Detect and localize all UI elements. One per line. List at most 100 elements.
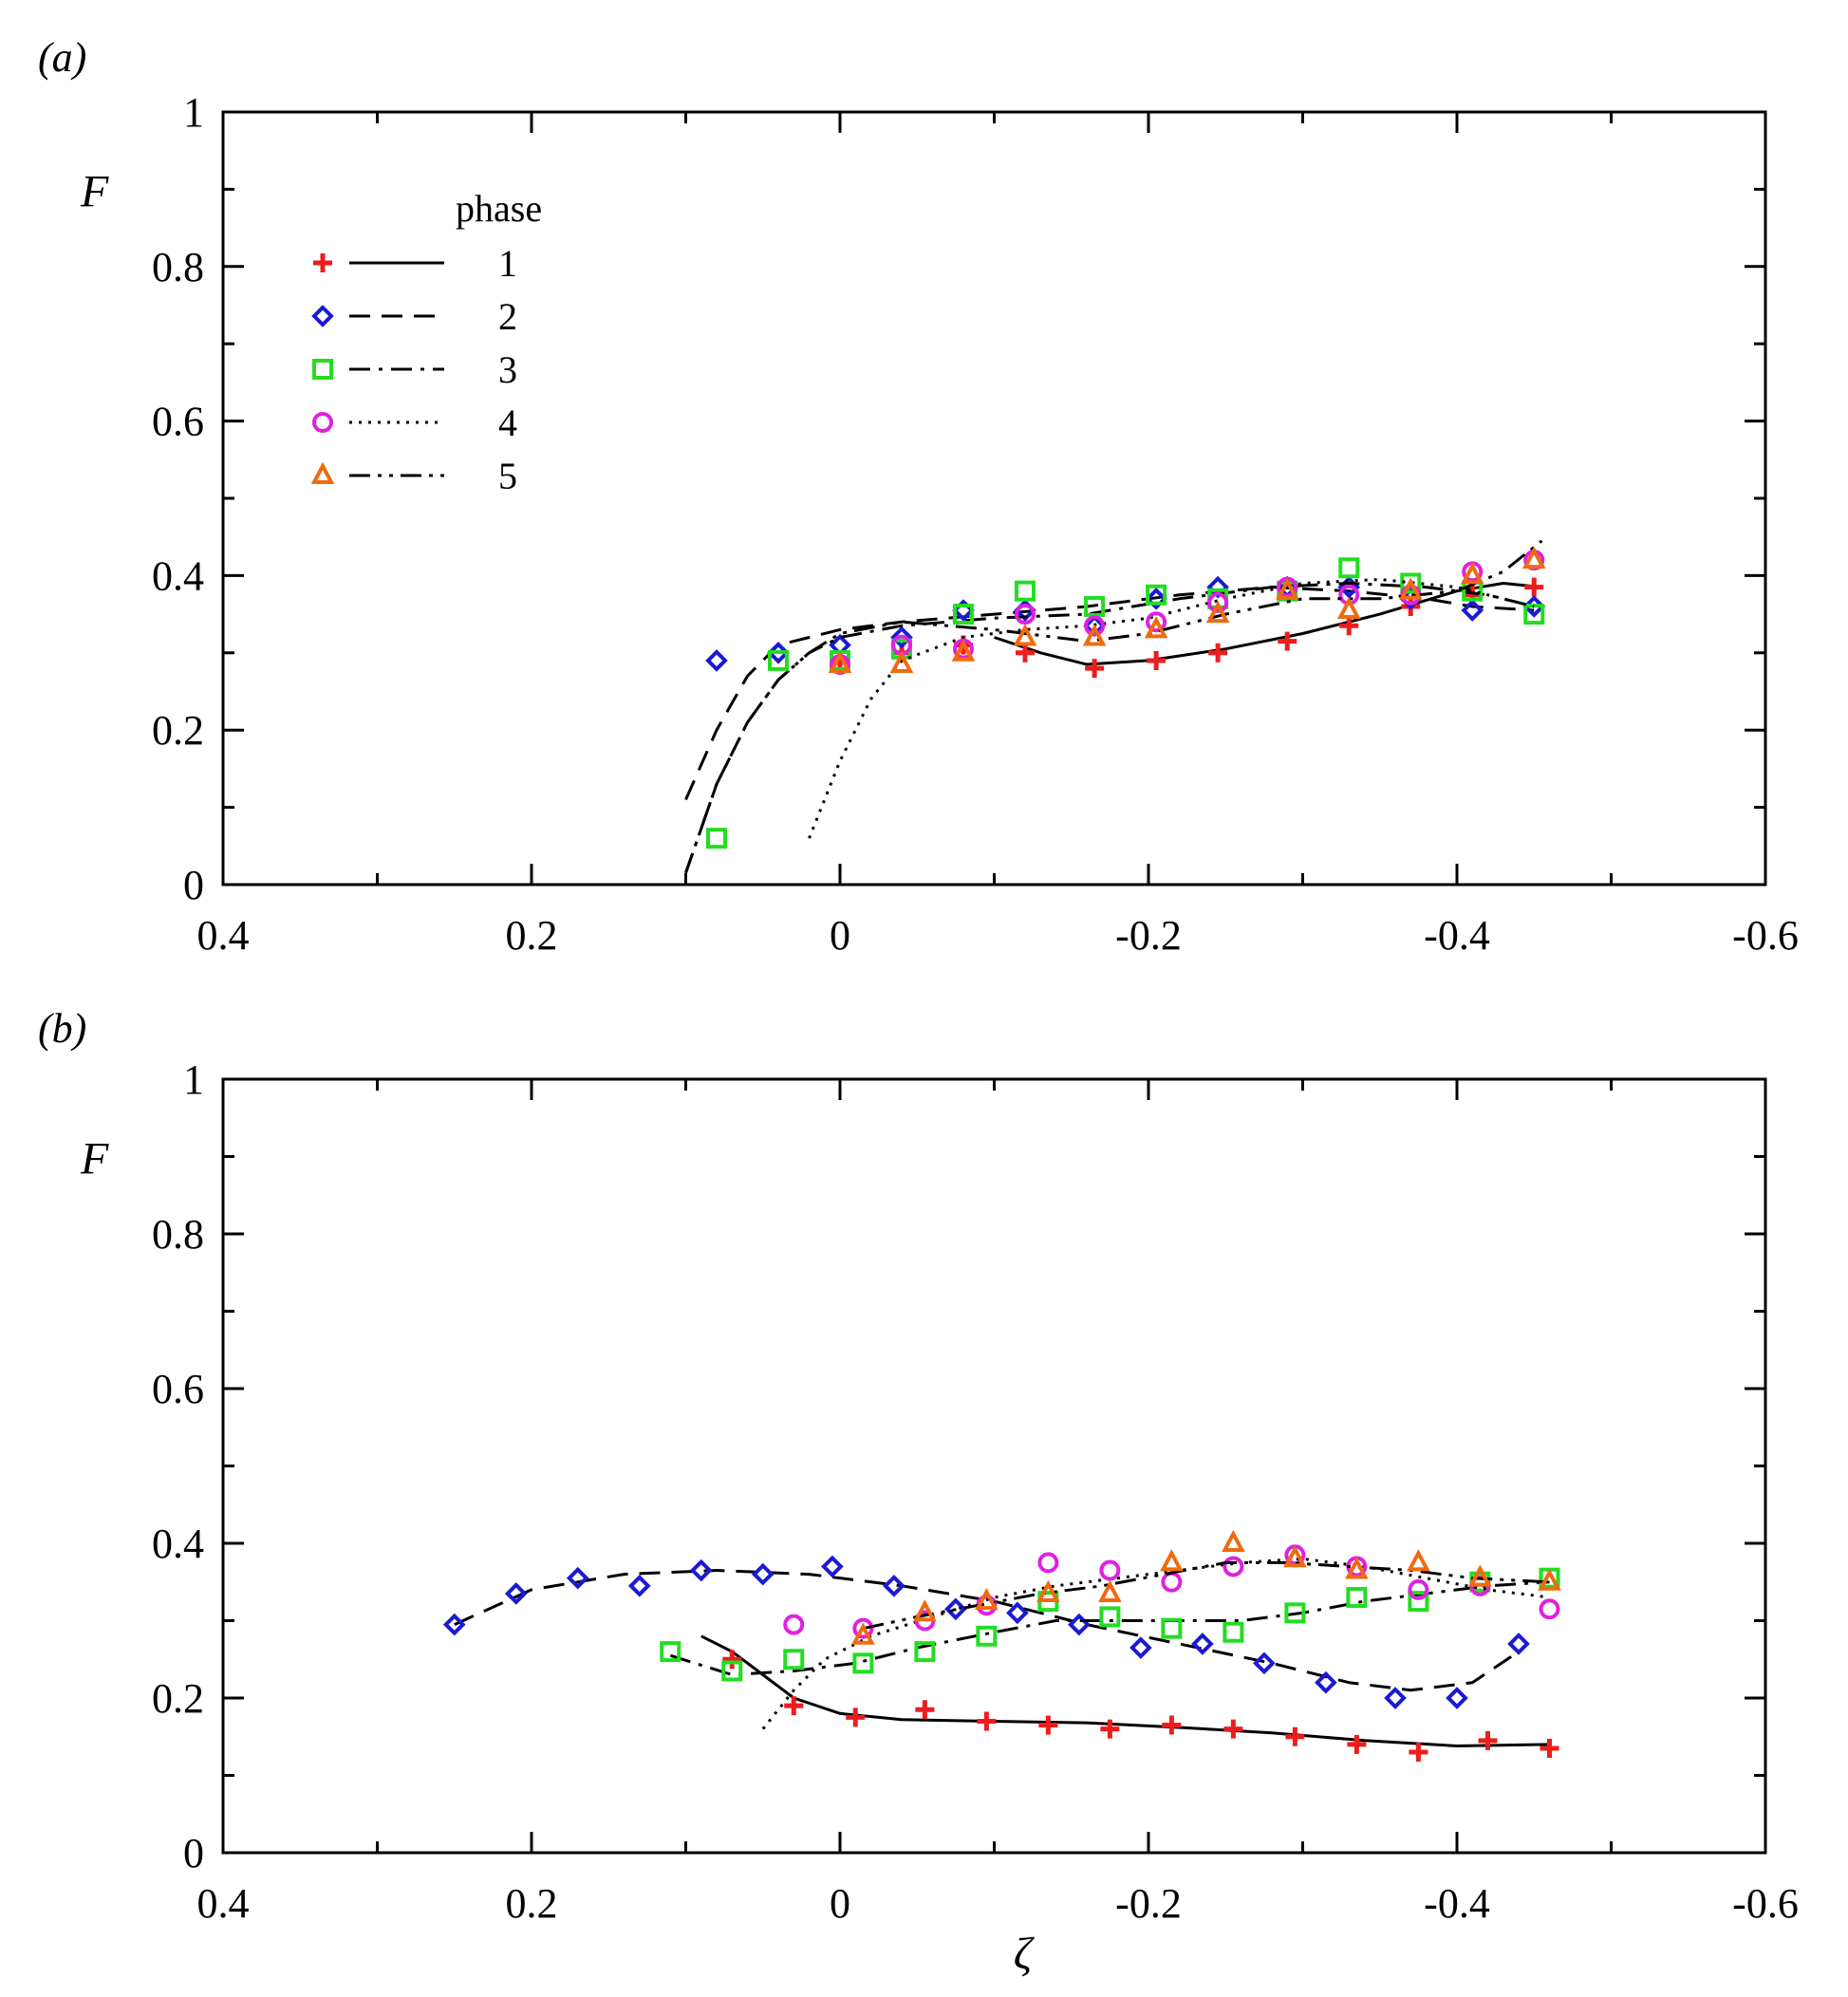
data-point [1147, 651, 1166, 670]
fit-curve-phase-4 [810, 580, 1535, 839]
legend-label: 5 [498, 455, 517, 497]
series-phase-1 [701, 1636, 1559, 1762]
data-point [824, 1558, 841, 1575]
x-tick-label: 0.2 [506, 912, 558, 959]
data-point [1163, 1620, 1180, 1637]
data-point [1340, 559, 1357, 576]
data-point [1224, 1534, 1241, 1550]
y-tick-label: 1 [183, 89, 204, 136]
series-phase-5 [686, 541, 1543, 873]
data-point [1224, 1624, 1241, 1641]
legend-label: 4 [498, 401, 517, 444]
figure: (a) 0.4 0.2 0 -0.2 -0.4 -0.6 0 0.2 0.4 0.6 0.8 1 F pha… [0, 0, 1848, 1997]
legend-entry-phase-2: 2 [314, 295, 517, 338]
legend-marker [313, 253, 332, 272]
y-tick-label: 0.6 [152, 1366, 204, 1412]
x-axis-label: ζ [1014, 1929, 1036, 1979]
y-tick-label: 0.6 [152, 399, 204, 445]
legend: phase 1 2 3 4 5 [313, 187, 542, 497]
data-point [1101, 1584, 1118, 1600]
data-point [508, 1585, 525, 1602]
series-phase-2 [686, 579, 1543, 800]
data-point [708, 830, 725, 847]
x-tick-label: 0.4 [197, 1880, 250, 1927]
data-point [1524, 578, 1543, 597]
y-tick-label: 0.4 [152, 552, 204, 599]
data-point [1163, 1553, 1180, 1569]
data-point [693, 1562, 710, 1579]
data-point [1285, 1727, 1304, 1746]
data-point [785, 1616, 802, 1633]
data-point [1071, 1616, 1088, 1633]
x-tick-label: 0 [830, 1880, 850, 1927]
series-phase-5 [854, 1534, 1558, 1643]
data-point [1162, 1716, 1181, 1735]
y-tick-label: 0.8 [152, 1211, 204, 1258]
data-point [1101, 1608, 1118, 1625]
y-tick-label: 1 [183, 1056, 204, 1103]
data-point [1224, 1558, 1241, 1575]
data-point [1479, 1731, 1498, 1750]
fit-curve-phase-2 [686, 588, 1535, 800]
data-point [1017, 583, 1034, 600]
y-tick-label: 0.4 [152, 1521, 204, 1567]
data-point [1163, 1574, 1180, 1591]
data-point [1540, 1739, 1559, 1758]
data-point [755, 1566, 772, 1583]
legend-label: 2 [498, 295, 517, 338]
data-point [846, 1708, 865, 1726]
data-point [1132, 1639, 1149, 1656]
x-tick-label: 0.4 [197, 912, 250, 959]
panel-label: (a) [38, 34, 86, 81]
data-point [1347, 1735, 1366, 1754]
data-point [1541, 1600, 1559, 1617]
data-point [631, 1577, 648, 1595]
data-point [785, 1651, 802, 1668]
data-point [1148, 620, 1165, 636]
legend-label: 3 [498, 348, 517, 391]
data-point [1038, 1716, 1057, 1735]
data-point [854, 1654, 871, 1671]
data-point [1409, 1743, 1428, 1762]
data-point [1039, 1554, 1056, 1571]
x-tick-label: -0.6 [1732, 912, 1799, 959]
legend-marker [314, 466, 331, 482]
data-point [977, 1711, 996, 1730]
fit-curve-phase-1 [701, 1636, 1550, 1746]
y-axis-label: F [80, 1134, 109, 1185]
series-phase-2 [446, 1558, 1527, 1707]
data-point [1208, 644, 1227, 663]
data-point [1256, 1654, 1273, 1671]
plot-frame [223, 112, 1765, 885]
y-tick-label: 0.8 [152, 244, 204, 290]
data-point [1387, 1689, 1404, 1707]
y-tick-label: 0.2 [152, 1675, 204, 1722]
legend-title: phase [456, 187, 542, 230]
x-tick-label: 0.2 [506, 1880, 558, 1927]
series-phase-1 [831, 578, 1543, 678]
legend-entry-phase-3: 3 [314, 348, 517, 391]
data-point [1448, 1689, 1465, 1707]
legend-entry-phase-5: 5 [314, 455, 517, 497]
legend-entry-phase-1: 1 [313, 242, 517, 285]
x-tick-label: -0.2 [1115, 912, 1182, 959]
plot-frame [223, 1079, 1765, 1853]
legend-marker [314, 308, 331, 325]
fit-curve-phase-1 [995, 584, 1542, 665]
data-point [978, 1628, 995, 1645]
data-point [1101, 1562, 1118, 1579]
y-tick-label: 0 [183, 862, 204, 908]
data-point [569, 1570, 587, 1587]
chart-panel-b: (b) 0.4 0.2 0 -0.2 -0.4 -0.6 0 0.2 0.4 0.6 0.8 1 Fζ [38, 1005, 1799, 1979]
y-tick-label: 0 [183, 1830, 204, 1876]
data-point [1510, 1635, 1527, 1652]
chart-panel-a: (a) 0.4 0.2 0 -0.2 -0.4 -0.6 0 0.2 0.4 0.6 0.8 1 F pha… [38, 34, 1799, 959]
data-point [1409, 1553, 1427, 1569]
x-tick-label: -0.4 [1424, 912, 1490, 959]
legend-entry-phase-4: 4 [314, 401, 517, 444]
data-point [1194, 1635, 1211, 1652]
legend-marker [314, 361, 331, 378]
data-point [1223, 1720, 1242, 1739]
data-point [446, 1616, 463, 1633]
data-point [708, 652, 725, 669]
